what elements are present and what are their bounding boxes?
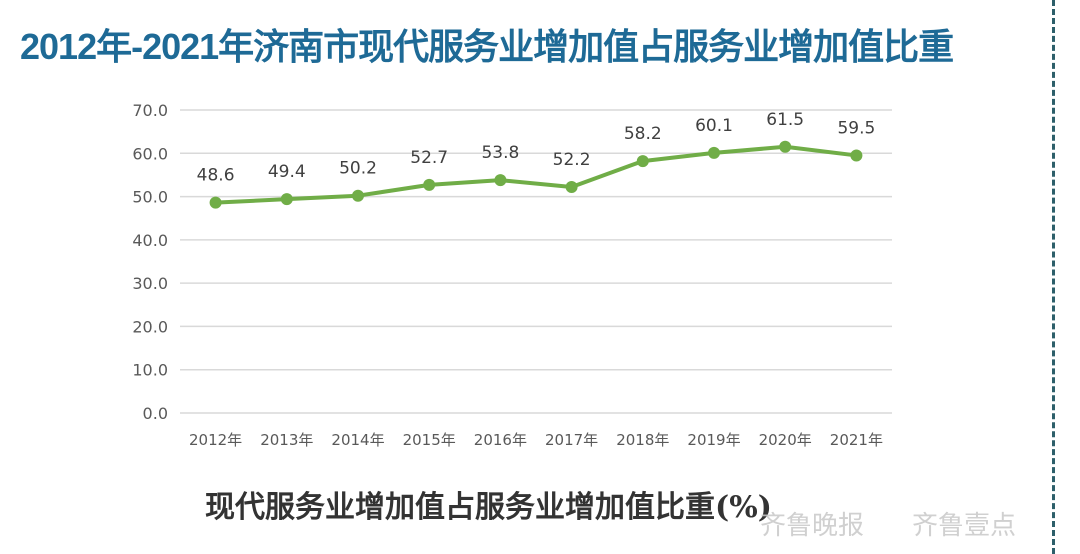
data-label: 50.2 bbox=[339, 159, 377, 179]
x-tick-label: 2015年 bbox=[403, 431, 456, 449]
data-label: 49.4 bbox=[268, 162, 306, 182]
watermark-qilu-yidian: 齐鲁壹点 bbox=[912, 511, 1017, 541]
x-tick-label: 2014年 bbox=[331, 431, 384, 449]
data-point bbox=[636, 155, 649, 168]
x-tick-label: 2020年 bbox=[759, 431, 812, 449]
data-point bbox=[494, 174, 507, 187]
data-point bbox=[708, 146, 720, 159]
data-label: 59.5 bbox=[837, 118, 875, 138]
y-tick-label: 30.0 bbox=[132, 274, 168, 293]
watermark-qilu-evening-news: 齐鲁晚报 bbox=[760, 511, 865, 541]
data-label: 60.1 bbox=[695, 116, 733, 136]
y-tick-label: 50.0 bbox=[132, 188, 168, 207]
data-label: 61.5 bbox=[766, 110, 804, 130]
data-point bbox=[850, 149, 863, 162]
dashed-divider bbox=[1052, 0, 1055, 554]
y-tick-label: 40.0 bbox=[132, 231, 168, 250]
x-tick-label: 2013年 bbox=[260, 431, 313, 449]
y-tick-label: 20.0 bbox=[132, 317, 168, 336]
data-label: 53.8 bbox=[481, 143, 519, 163]
x-tick-label: 2012年 bbox=[189, 431, 242, 449]
x-tick-label: 2019年 bbox=[687, 431, 740, 449]
y-tick-label: 10.0 bbox=[132, 361, 168, 380]
x-tick-label: 2018年 bbox=[616, 431, 669, 449]
data-point bbox=[209, 196, 222, 209]
x-tick-label: 2016年 bbox=[474, 431, 527, 449]
x-tick-label: 2017年 bbox=[545, 431, 598, 449]
data-point bbox=[565, 181, 578, 194]
y-tick-label: 70.0 bbox=[132, 101, 168, 120]
data-point bbox=[280, 193, 293, 206]
data-point bbox=[779, 140, 792, 153]
y-tick-label: 60.0 bbox=[132, 144, 168, 163]
data-label: 58.2 bbox=[624, 124, 662, 144]
data-point bbox=[423, 178, 436, 191]
data-point bbox=[352, 189, 364, 202]
data-label: 52.2 bbox=[553, 150, 591, 170]
page-title: 2012年-2021年济南市现代服务业增加值占服务业增加值比重 bbox=[20, 26, 954, 67]
data-label: 48.6 bbox=[197, 166, 235, 186]
x-tick-label: 2021年 bbox=[830, 431, 883, 449]
y-tick-label: 0.0 bbox=[143, 404, 168, 423]
data-label: 52.7 bbox=[410, 148, 448, 168]
series-line bbox=[215, 144, 857, 205]
chart-caption: 现代服务业增加值占服务业增加值比重(%) bbox=[205, 490, 772, 525]
